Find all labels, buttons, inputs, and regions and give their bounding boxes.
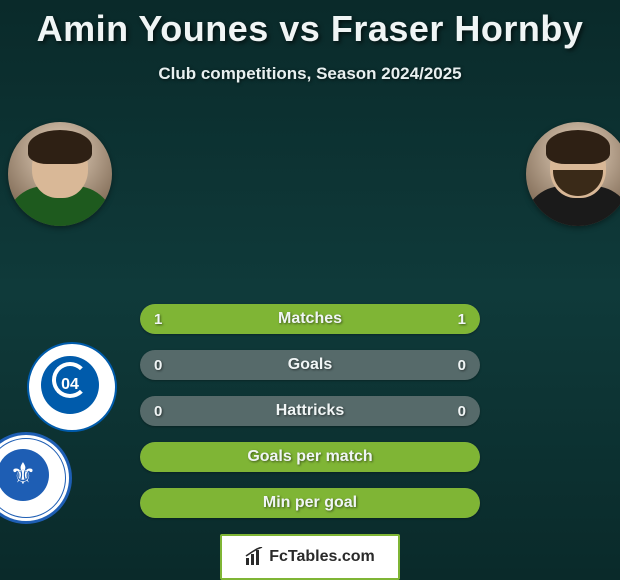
fctables-badge: FcTables.com <box>220 534 400 580</box>
stats-table: 1Matches10Goals00Hattricks0Goals per mat… <box>140 304 480 518</box>
stat-label: Goals per match <box>140 448 480 466</box>
stat-row: Goals per match <box>140 442 480 472</box>
stat-right-value: 0 <box>458 403 466 420</box>
club-right-logo: ⚜ <box>0 432 72 524</box>
bar-chart-icon <box>245 547 265 567</box>
stat-row: 0Goals0 <box>140 350 480 380</box>
stat-label: Hattricks <box>140 402 480 420</box>
avatar-hair <box>28 130 92 164</box>
schalke-inner: 04 <box>41 356 99 414</box>
stat-right-value: 1 <box>458 311 466 328</box>
schalke-04-text: 04 <box>41 376 99 394</box>
stat-row: 0Hattricks0 <box>140 396 480 426</box>
player-right-avatar <box>526 122 620 226</box>
page-title: Amin Younes vs Fraser Hornby <box>0 0 620 50</box>
lily-icon: ⚜ <box>10 460 37 490</box>
fctables-label: FcTables.com <box>269 548 375 566</box>
comparison-infographic: Amin Younes vs Fraser Hornby Club compet… <box>0 0 620 580</box>
subtitle: Club competitions, Season 2024/2025 <box>0 64 620 84</box>
stat-row: Min per goal <box>140 488 480 518</box>
player-left-avatar <box>8 122 112 226</box>
stat-right-value: 0 <box>458 357 466 374</box>
stat-label: Goals <box>140 356 480 374</box>
stat-row: 1Matches1 <box>140 304 480 334</box>
stat-label: Min per goal <box>140 494 480 512</box>
avatar-hair <box>546 130 610 164</box>
stat-label: Matches <box>140 310 480 328</box>
club-left-logo: 04 <box>27 342 117 432</box>
